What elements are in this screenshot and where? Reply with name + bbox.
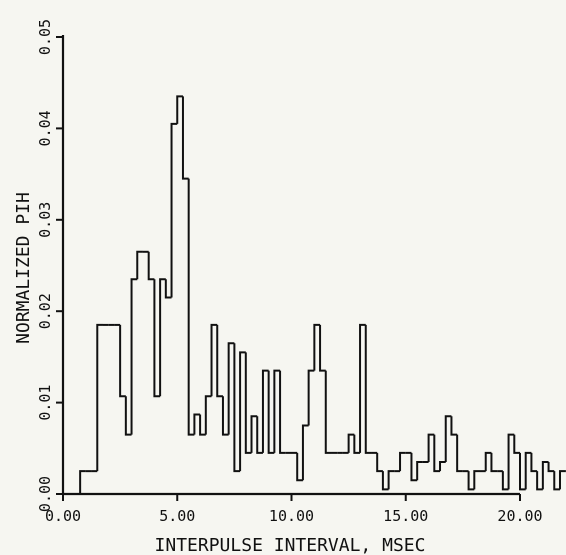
histogram-bar xyxy=(524,451,532,490)
histogram-bar xyxy=(416,461,423,481)
histogram-bar xyxy=(444,415,452,463)
histogram-bar xyxy=(359,323,366,453)
x-tick-label: 10.00 xyxy=(269,507,314,525)
histogram-bar xyxy=(439,461,446,472)
histogram-bar xyxy=(233,343,241,473)
y-tick-label: 0.02 xyxy=(36,293,54,329)
histogram-bar xyxy=(170,122,178,298)
histogram-bar xyxy=(296,452,303,482)
histogram-bar xyxy=(136,250,143,280)
histogram-bar xyxy=(410,452,418,482)
histogram-bar xyxy=(164,279,172,299)
histogram-bar xyxy=(307,369,315,426)
histogram-bar xyxy=(364,324,372,454)
histogram-bar xyxy=(261,369,269,453)
histogram-bar xyxy=(301,424,309,481)
histogram-bar xyxy=(119,324,126,398)
tick-labels: 0.00 5.00 10.00 15.00 20.00 0.00 0.01 0.02 0.03 0… xyxy=(36,19,543,525)
x-tick-label: 0.00 xyxy=(45,507,81,525)
histogram-bar xyxy=(147,251,155,281)
histogram-bar xyxy=(256,416,263,454)
histogram-bar xyxy=(239,351,246,472)
histogram-bar xyxy=(536,471,543,491)
histogram-bar xyxy=(204,395,212,435)
histogram-bar xyxy=(193,413,201,435)
histogram-bar xyxy=(187,178,195,436)
histogram-bar xyxy=(153,279,161,398)
histogram-bar xyxy=(399,451,406,472)
histogram-bar xyxy=(376,452,383,473)
histogram-bar xyxy=(324,370,332,454)
histogram-bar xyxy=(558,470,566,490)
histogram-bar xyxy=(347,433,355,453)
histogram-bar xyxy=(484,451,492,472)
histogram-bar xyxy=(124,396,132,436)
histogram-bar xyxy=(181,96,189,180)
histogram-bar xyxy=(199,414,206,436)
histogram-bar xyxy=(473,470,481,490)
y-tick-label: 0.03 xyxy=(36,202,54,238)
histogram-bar xyxy=(427,433,435,463)
histogram-bar xyxy=(387,470,395,490)
histogram-bar xyxy=(79,470,86,494)
histogram-bar xyxy=(490,452,498,473)
histogram-bar xyxy=(519,452,526,491)
histogram-bar xyxy=(244,352,252,454)
histogram-bar xyxy=(210,323,218,397)
y-tick-label: 0.00 xyxy=(36,476,54,512)
plot-area xyxy=(79,95,566,494)
histogram-bar xyxy=(456,434,463,473)
histogram-bar xyxy=(96,323,103,472)
histogram-bar xyxy=(279,370,286,454)
x-axis-title: INTERPULSE INTERVAL, MSEC xyxy=(155,535,426,555)
y-tick-label: 0.04 xyxy=(36,110,54,146)
histogram-bar xyxy=(541,461,549,490)
histogram-bar xyxy=(553,471,560,491)
histogram-bar xyxy=(513,434,520,454)
histogram-bar xyxy=(227,342,235,435)
histogram-bar xyxy=(547,462,555,473)
y-tick-label: 0.05 xyxy=(36,19,54,55)
histogram-bar xyxy=(273,369,281,453)
x-tick-label: 5.00 xyxy=(159,507,195,525)
histogram-bar xyxy=(353,434,361,454)
histogram-bar xyxy=(176,95,183,124)
x-tick-label: 20.00 xyxy=(497,507,542,525)
histogram-bar xyxy=(319,324,326,372)
histogram-bar xyxy=(381,471,389,491)
y-axis-title: NORMALIZED PIH xyxy=(13,192,34,344)
histogram-bar xyxy=(501,471,509,491)
histogram-bar xyxy=(250,415,258,453)
tick-marks xyxy=(56,36,521,501)
histogram-bar xyxy=(216,324,223,398)
histogram-bar xyxy=(450,416,458,436)
histogram-bar xyxy=(507,433,515,490)
y-tick-label: 0.01 xyxy=(36,385,54,421)
x-tick-label: 15.00 xyxy=(383,507,428,525)
histogram-bar xyxy=(267,370,275,454)
histogram-bar xyxy=(221,396,229,436)
histogram-bar xyxy=(313,323,321,371)
histogram-bar xyxy=(159,278,166,397)
histogram-bar xyxy=(433,434,441,473)
histogram-bar xyxy=(530,452,538,473)
histogram-bar xyxy=(467,471,475,491)
histogram-bar xyxy=(130,278,138,435)
